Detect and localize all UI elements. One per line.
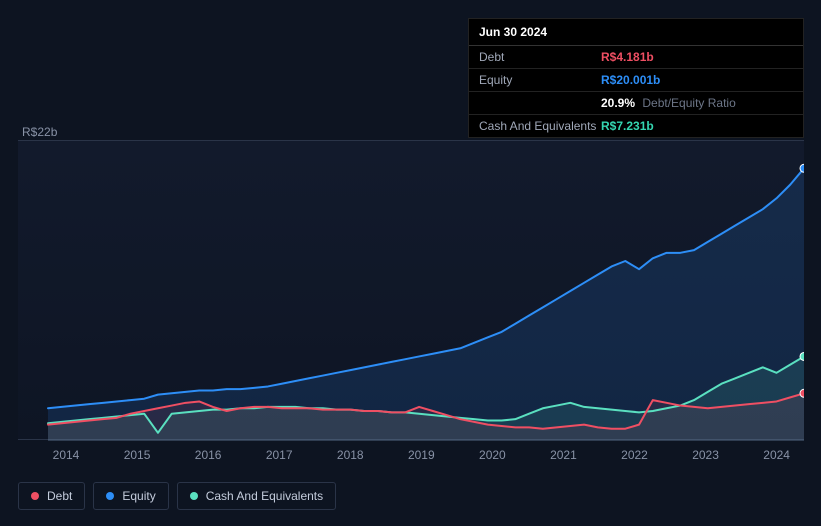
x-axis-label: 2017 — [266, 448, 293, 462]
x-axis-label: 2018 — [337, 448, 364, 462]
tooltip-value: R$4.181b — [601, 50, 654, 64]
legend-item-cash[interactable]: Cash And Equivalents — [177, 482, 336, 510]
x-axis-label: 2023 — [692, 448, 719, 462]
legend-dot-equity — [106, 492, 114, 500]
legend-label-cash: Cash And Equivalents — [206, 489, 323, 503]
x-axis-label: 2021 — [550, 448, 577, 462]
tooltip-label: Equity — [479, 73, 601, 87]
chart-svg — [18, 141, 804, 441]
x-axis-label: 2016 — [195, 448, 222, 462]
y-axis-label-max: R$22b — [22, 125, 57, 139]
legend-item-equity[interactable]: Equity — [93, 482, 168, 510]
legend-item-debt[interactable]: Debt — [18, 482, 85, 510]
tooltip-label: Cash And Equivalents — [479, 119, 601, 133]
x-axis-label: 2019 — [408, 448, 435, 462]
x-axis-label: 2014 — [53, 448, 80, 462]
x-axis-label: 2015 — [124, 448, 151, 462]
tooltip-value: 20.9% — [601, 96, 635, 110]
legend-dot-debt — [31, 492, 39, 500]
tooltip-row-debt: Debt R$4.181b — [469, 46, 803, 69]
tooltip-row-cash: Cash And Equivalents R$7.231b — [469, 115, 803, 137]
legend-label-debt: Debt — [47, 489, 72, 503]
chart-tooltip: Jun 30 2024 Debt R$4.181b Equity R$20.00… — [468, 18, 804, 138]
tooltip-extra: Debt/Equity Ratio — [642, 96, 735, 110]
tooltip-row-ratio: 20.9% Debt/Equity Ratio — [469, 92, 803, 115]
chart-container: R$22b R$0 201420152016201720182019202020… — [0, 0, 821, 526]
legend-dot-cash — [190, 492, 198, 500]
x-axis-labels: 2014 2015 2016 2017 2018 2019 2020 2021 2022 2023… — [18, 448, 804, 468]
x-axis-label: 2020 — [479, 448, 506, 462]
legend-label-equity: Equity — [122, 489, 155, 503]
x-axis-label: 2022 — [621, 448, 648, 462]
x-axis-label: 2024 — [763, 448, 790, 462]
tooltip-label — [479, 96, 601, 110]
tooltip-row-equity: Equity R$20.001b — [469, 69, 803, 92]
tooltip-label: Debt — [479, 50, 601, 64]
legend: Debt Equity Cash And Equivalents — [18, 482, 336, 510]
chart-plot-area[interactable] — [18, 140, 804, 440]
tooltip-value: R$7.231b — [601, 119, 654, 133]
tooltip-value: R$20.001b — [601, 73, 660, 87]
tooltip-date: Jun 30 2024 — [469, 19, 803, 46]
